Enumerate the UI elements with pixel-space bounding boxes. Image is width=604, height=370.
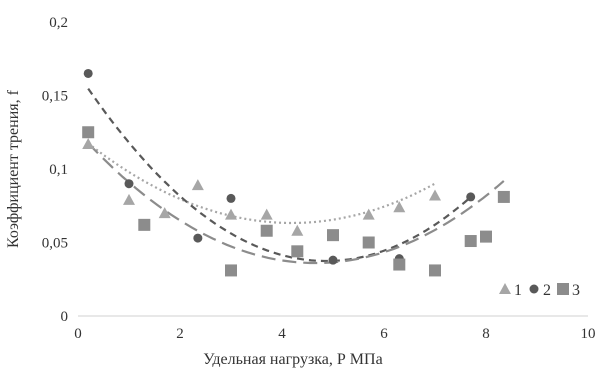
y-tick-label: 0,2 bbox=[49, 15, 68, 31]
data-point-series-3 bbox=[393, 258, 406, 271]
x-tick-label: 4 bbox=[278, 326, 286, 342]
trend-line-series-3 bbox=[87, 142, 505, 265]
data-point-series-3 bbox=[138, 218, 151, 231]
data-points bbox=[82, 68, 510, 277]
x-axis-label: Удельная нагрузка, Р МПа bbox=[203, 351, 382, 368]
data-point-series-3 bbox=[497, 190, 510, 203]
data-point-series-3 bbox=[480, 230, 492, 243]
data-point-series-2 bbox=[193, 233, 203, 243]
x-tick-label: 0 bbox=[74, 326, 82, 342]
data-point-series-1 bbox=[225, 208, 237, 220]
data-point-series-3 bbox=[291, 245, 304, 258]
data-point-series-3 bbox=[225, 264, 237, 277]
x-tick-label: 8 bbox=[482, 326, 490, 342]
x-tick-label: 6 bbox=[380, 326, 388, 342]
y-tick-label: 0,05 bbox=[42, 236, 68, 252]
legend-label-series-1: 1 bbox=[514, 282, 522, 299]
data-point-series-2 bbox=[226, 193, 236, 203]
y-axis-ticks: 0 0,05 0,1 0,15 0,2 bbox=[42, 15, 68, 325]
legend-marker-series-2 bbox=[529, 284, 539, 294]
data-point-series-2 bbox=[124, 179, 134, 189]
x-tick-label: 10 bbox=[581, 326, 596, 342]
legend-marker-series-1 bbox=[499, 283, 511, 294]
x-axis-ticks: 0 2 4 6 8 10 bbox=[74, 326, 595, 342]
trend-line-series-2 bbox=[87, 87, 472, 263]
data-point-series-1 bbox=[123, 193, 135, 205]
data-point-series-1 bbox=[191, 179, 204, 191]
data-point-series-1 bbox=[291, 224, 304, 236]
data-point-series-3 bbox=[464, 235, 477, 248]
data-point-series-3 bbox=[327, 229, 339, 242]
legend-marker-series-3 bbox=[557, 283, 569, 295]
data-point-series-1 bbox=[393, 201, 406, 213]
y-tick-label: 0,15 bbox=[42, 89, 68, 105]
legend-label-series-2: 2 bbox=[543, 282, 551, 299]
data-point-series-3 bbox=[429, 264, 441, 277]
data-point-series-1 bbox=[82, 138, 95, 150]
x-tick-label: 2 bbox=[176, 326, 184, 342]
y-tick-label: 0 bbox=[61, 309, 69, 325]
legend: 1 2 3 bbox=[499, 282, 580, 299]
data-point-series-3 bbox=[82, 126, 95, 139]
data-point-series-1 bbox=[429, 189, 441, 201]
y-axis-label: Коэффициент трения, f bbox=[5, 89, 22, 248]
data-point-series-2 bbox=[328, 255, 338, 265]
data-point-series-1 bbox=[158, 207, 171, 219]
data-point-series-1 bbox=[260, 208, 273, 220]
data-point-series-2 bbox=[466, 192, 476, 202]
y-tick-label: 0,1 bbox=[49, 162, 68, 178]
trend-lines bbox=[87, 87, 505, 265]
data-point-series-3 bbox=[260, 224, 273, 237]
data-point-series-2 bbox=[83, 68, 93, 78]
data-point-series-1 bbox=[362, 208, 375, 220]
data-point-series-3 bbox=[362, 236, 375, 249]
legend-label-series-3: 3 bbox=[572, 282, 580, 299]
